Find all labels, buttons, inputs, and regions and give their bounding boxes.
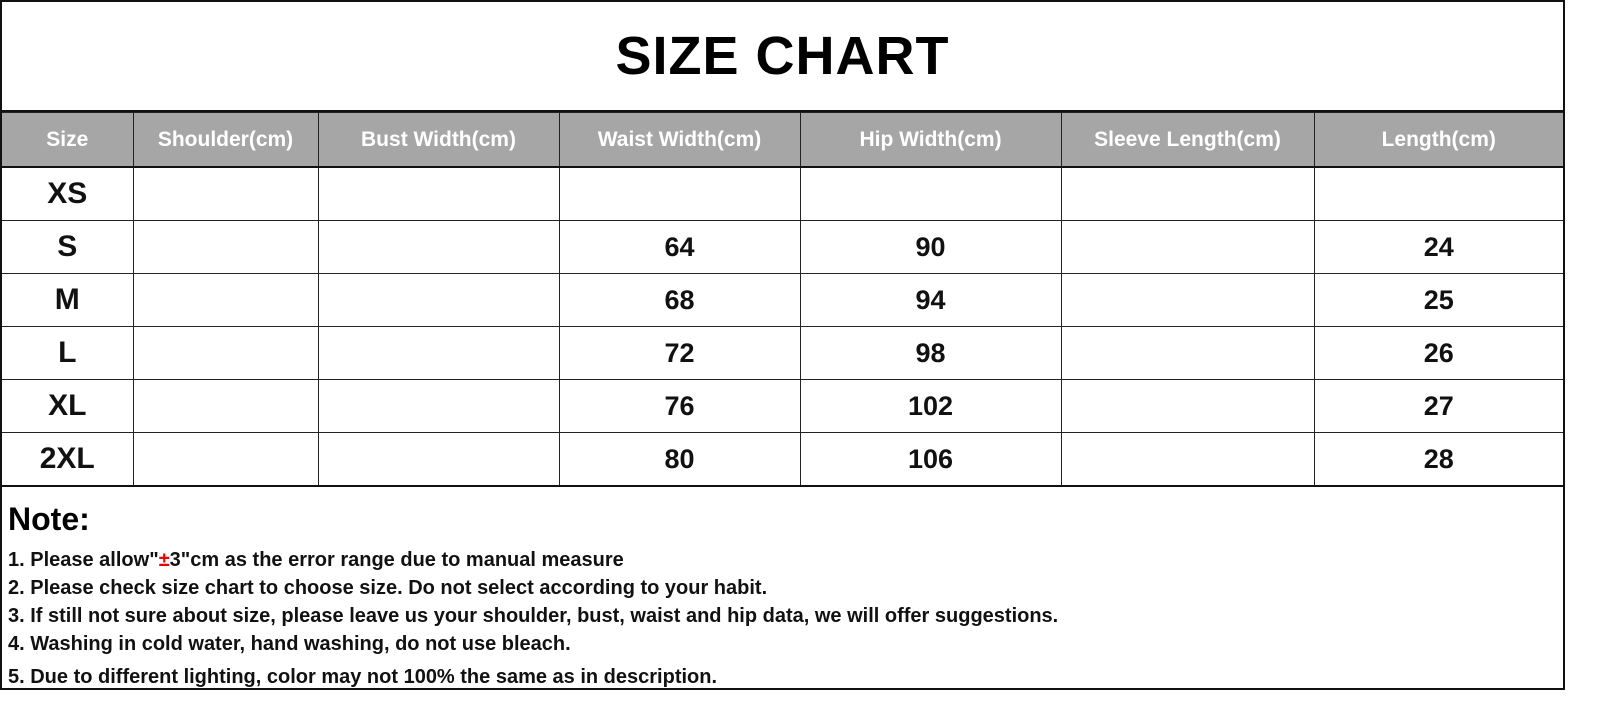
note-line: 1. Please allow"±3"cm as the error range… (8, 546, 1557, 574)
table-cell: 106 (799, 432, 1062, 487)
table-cell (132, 326, 319, 380)
note-line: 4. Washing in cold water, hand washing, … (8, 633, 571, 655)
size-label: M (2, 273, 134, 327)
table-cell (1060, 379, 1315, 433)
column-header: Shoulder(cm) (132, 112, 319, 168)
table-cell: 25 (1313, 273, 1563, 327)
table-cell: 90 (799, 220, 1062, 274)
table-cell (317, 220, 560, 274)
table-cell (799, 166, 1062, 221)
table-cell: 102 (799, 379, 1062, 433)
table-cell (132, 166, 319, 221)
table-cell (1060, 273, 1315, 327)
plus-minus-highlight: ± (158, 549, 170, 571)
column-header: Waist Width(cm) (558, 112, 801, 168)
chart-title: SIZE CHART (2, 2, 1563, 112)
note-text: 3"cm as the error range due to manual me… (169, 549, 624, 571)
table-cell (317, 326, 560, 380)
table-row: 2XL 80 106 28 (2, 432, 1563, 487)
table-cell (1060, 166, 1315, 221)
note-line: 2. Please check size chart to choose siz… (8, 577, 768, 599)
table-cell (1313, 166, 1563, 221)
table-cell: 68 (558, 273, 801, 327)
table-cell: 24 (1313, 220, 1563, 274)
note-line: 5. Due to different lighting, color may … (8, 666, 718, 688)
size-label: S (2, 220, 134, 274)
table-cell: 27 (1313, 379, 1563, 433)
column-header: Size (2, 112, 134, 168)
size-label: L (2, 326, 134, 380)
note-line: 3. If still not sure about size, please … (8, 605, 1059, 627)
notes-heading: Note: (8, 501, 90, 537)
size-label: XS (2, 166, 134, 221)
table-cell (1060, 432, 1315, 487)
table-row: M 68 94 25 (2, 273, 1563, 327)
table-row: S 64 90 24 (2, 220, 1563, 274)
table-cell (317, 166, 560, 221)
table-cell: 72 (558, 326, 801, 380)
notes-section: Note: 1. Please allow"±3"cm as the error… (2, 487, 1563, 691)
table-row: XL 76 102 27 (2, 379, 1563, 433)
table-cell: 98 (799, 326, 1062, 380)
table-cell: 76 (558, 379, 801, 433)
table-cell (1060, 220, 1315, 274)
column-header: Sleeve Length(cm) (1060, 112, 1315, 168)
table-cell: 28 (1313, 432, 1563, 487)
table-cell (132, 220, 319, 274)
table-cell (558, 166, 801, 221)
size-table: Size Shoulder(cm) Bust Width(cm) Waist Widt… (2, 112, 1563, 487)
table-cell (1060, 326, 1315, 380)
column-header: Length(cm) (1313, 112, 1563, 168)
note-text: 1. Please allow" (8, 549, 159, 571)
size-label: XL (2, 379, 134, 433)
table-cell: 94 (799, 273, 1062, 327)
table-cell (132, 273, 319, 327)
table-cell (132, 379, 319, 433)
size-label: 2XL (2, 432, 134, 487)
table-cell (132, 432, 319, 487)
column-header: Bust Width(cm) (317, 112, 560, 168)
table-cell (317, 432, 560, 487)
table-cell: 80 (558, 432, 801, 487)
table-row: XS (2, 166, 1563, 221)
table-row: L 72 98 26 (2, 326, 1563, 380)
table-cell (317, 379, 560, 433)
size-chart: SIZE CHART Size Shoulder(cm) Bust Width(cm… (0, 0, 1565, 690)
column-header: Hip Width(cm) (799, 112, 1062, 168)
table-cell: 26 (1313, 326, 1563, 380)
table-cell: 64 (558, 220, 801, 274)
table-cell (317, 273, 560, 327)
